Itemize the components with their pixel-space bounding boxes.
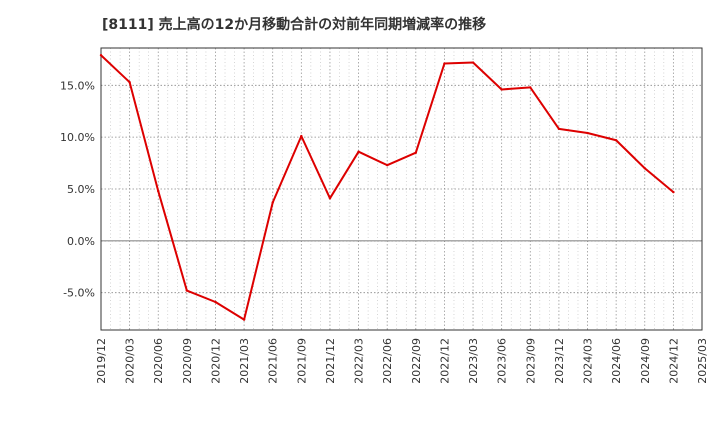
data-point	[557, 127, 561, 131]
x-tick-label: 2024/09	[639, 338, 652, 384]
x-tick-label: 2021/03	[238, 338, 251, 384]
data-point	[529, 86, 532, 89]
plot-area	[101, 48, 702, 330]
x-tick-label: 2020/03	[124, 338, 137, 384]
y-tick-label: 0.0%	[67, 235, 95, 248]
data-point	[300, 134, 303, 138]
data-point	[214, 300, 217, 304]
x-tick-label: 2020/06	[152, 338, 165, 384]
y-tick-label: 10.0%	[60, 131, 95, 144]
data-point	[414, 151, 418, 154]
data-point	[271, 201, 274, 204]
x-tick-label: 2021/06	[267, 338, 280, 384]
x-tick-label: 2025/03	[696, 338, 709, 384]
data-point	[614, 139, 618, 142]
data-point	[672, 190, 675, 194]
chart-title: [8111] 売上高の12か月移動合計の対前年同期増減率の推移	[102, 17, 487, 33]
x-tick-label: 2024/12	[667, 338, 680, 384]
data-point	[471, 61, 475, 64]
x-tick-label: 2021/12	[324, 338, 337, 384]
x-tick-label: 2023/12	[553, 338, 566, 384]
data-point	[643, 167, 646, 170]
x-tick-label: 2020/12	[209, 338, 222, 384]
data-point	[128, 81, 131, 84]
x-tick-label: 2024/06	[610, 338, 623, 384]
x-tick-label: 2023/09	[524, 338, 537, 384]
plot-frame	[100, 47, 703, 331]
data-point	[185, 289, 189, 292]
data-point	[443, 62, 446, 65]
x-tick-label: 2022/06	[381, 338, 394, 384]
data-point	[357, 150, 360, 153]
y-tick-label: -5.0%	[63, 287, 95, 300]
data-point	[586, 131, 589, 135]
y-tick-label: 5.0%	[67, 183, 95, 196]
data-point	[328, 197, 332, 200]
data-point	[99, 54, 103, 57]
x-tick-label: 2023/03	[467, 338, 480, 384]
x-tick-label: 2022/03	[353, 338, 366, 384]
data-point	[242, 318, 246, 321]
x-tick-label: 2024/03	[582, 338, 595, 384]
data-point	[500, 88, 503, 91]
x-tick-label: 2023/06	[496, 338, 509, 384]
y-tick-label: 15.0%	[60, 79, 95, 92]
x-tick-label: 2022/12	[438, 338, 451, 384]
x-tick-label: 2021/09	[295, 338, 308, 384]
data-point	[385, 163, 389, 167]
x-tick-label: 2020/09	[181, 338, 194, 384]
data-point	[157, 189, 160, 193]
x-tick-label: 2022/09	[410, 338, 423, 384]
x-tick-label: 2019/12	[95, 338, 108, 384]
